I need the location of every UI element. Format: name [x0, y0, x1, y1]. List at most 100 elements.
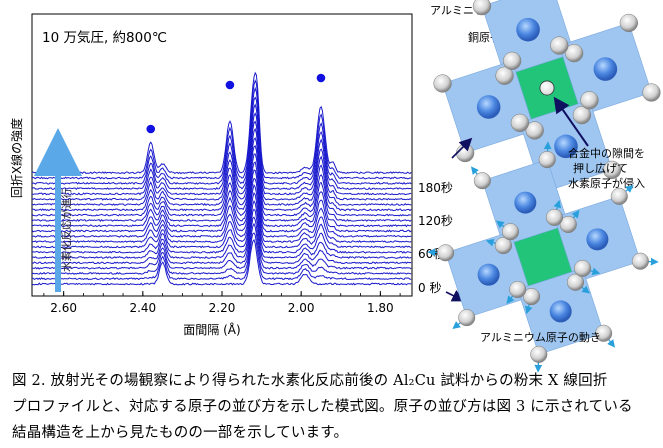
al-atom	[631, 252, 649, 270]
hydrogenated-structure-diagram: アルミニウム原子 銅原子 合金中の隙間を 押し広げて 水素原子が侵入	[430, 0, 661, 202]
time-label-120: 120秒	[418, 214, 453, 228]
al-atom	[572, 106, 591, 125]
al-atom	[642, 83, 661, 102]
cu-atom	[593, 57, 618, 81]
y-axis-label: 回折X線の強度	[9, 118, 24, 198]
profile-line-8	[31, 177, 412, 244]
al-atom	[494, 237, 512, 255]
al-atom	[523, 288, 541, 306]
new-peak-marker-0	[146, 124, 156, 134]
al-atom	[473, 172, 491, 190]
new-peak-marker-1	[225, 80, 235, 90]
new-peak-markers	[146, 73, 326, 134]
al-atom	[602, 160, 622, 179]
profile-line-20	[31, 79, 412, 180]
al-atom	[472, 0, 492, 16]
hydrogen-note-line2: 押し広げて	[573, 161, 628, 175]
arrow-to-hydrogenated	[451, 137, 473, 159]
al-atom	[525, 121, 544, 140]
al-atom	[550, 36, 569, 55]
plot-frame	[31, 13, 413, 297]
profile-line-5	[31, 200, 412, 259]
profile-line-10	[31, 161, 412, 233]
diffraction-profiles	[31, 71, 412, 286]
al-atom	[538, 151, 556, 169]
al-atom	[565, 44, 584, 63]
x-axis-ticks: 2.60 2.40 2.20 2.00 1.80	[43, 291, 401, 315]
al-atom	[433, 74, 452, 93]
al-motion-arrow	[485, 238, 497, 247]
profile-line-3	[31, 216, 412, 270]
al-atom	[530, 345, 548, 363]
caption-line-1: 図 2. 放射光その場観察により得られた水素化反応前後の Al₂Cu 試料からの…	[12, 373, 608, 389]
al-motion-label: アルミニウム原子の動き	[480, 330, 601, 344]
x-tick-label-1: 2.40	[129, 301, 156, 315]
al-atom	[610, 187, 628, 205]
al-atom	[495, 66, 514, 85]
al-atom	[510, 113, 529, 132]
time-label-0: 0 秒	[418, 281, 441, 295]
profile-line-2	[31, 222, 412, 275]
x-tick-label-4: 1.80	[367, 301, 394, 315]
al-atom	[595, 324, 613, 342]
reaction-progress-label: 水素化反応が進行	[60, 188, 73, 272]
hydrogen-note-line3: 水素原子が侵入	[568, 176, 645, 190]
al-atom	[503, 51, 522, 70]
new-peak-marker-2	[316, 73, 326, 83]
al-motion-arrow	[524, 303, 533, 315]
cu-atom	[514, 191, 537, 214]
al-atom	[567, 273, 585, 291]
profile-line-15	[31, 120, 412, 207]
al-atom	[437, 244, 455, 262]
caption-line-3: 結晶構造を上から見たものの一部を示しています。	[12, 425, 349, 441]
al-atom	[574, 259, 592, 277]
al-atom	[456, 143, 475, 163]
al-motion-arrow	[553, 199, 562, 211]
time-label-180: 180秒	[418, 181, 453, 195]
al-motion-arrow	[624, 184, 634, 193]
al-motion-arrow	[470, 166, 479, 176]
profile-line-4	[31, 208, 412, 265]
cu-atom	[477, 263, 500, 286]
condition-label: 10 万気圧, 約800℃	[42, 30, 167, 46]
al-motion-arrow	[506, 294, 515, 304]
profile-line-17	[31, 103, 412, 196]
profile-line-18	[31, 96, 412, 191]
arrow-to-initial	[445, 289, 465, 302]
al-motion-arrow	[589, 267, 601, 276]
x-tick-label-2: 2.20	[209, 301, 236, 315]
hydrogen-pointer-arrow	[553, 96, 589, 147]
al-atom	[501, 223, 519, 241]
al-motion-arrow	[580, 285, 590, 294]
profile-line-9	[31, 169, 412, 238]
profile-line-7	[31, 183, 412, 249]
cu-atom	[554, 134, 578, 159]
x-tick-label-3: 2.00	[288, 301, 315, 315]
profile-line-13	[31, 137, 412, 217]
al-atom	[559, 215, 577, 233]
al-atom	[509, 281, 527, 299]
figure-caption: 図 2. 放射光その場観察により得られた水素化反応前後の Al₂Cu 試料からの…	[12, 368, 652, 446]
cu-atom	[586, 228, 609, 251]
x-tick-label-0: 2.60	[50, 301, 77, 315]
caption-line-2: プロファイルと、対応する原子の並び方を示した模式図。原子の並び方は図 3 に示さ…	[12, 399, 633, 415]
x-axis-label: 面間隔 (Å)	[183, 322, 240, 337]
profile-line-0	[31, 238, 412, 286]
al-atom	[545, 208, 563, 226]
cu-atom	[516, 17, 540, 42]
profile-line-12	[31, 145, 412, 223]
al-motion-arrow	[571, 210, 580, 220]
al-atom	[619, 13, 638, 33]
profile-line-1	[31, 232, 412, 281]
hydrogen-note-line1: 合金中の隙間を	[568, 146, 645, 160]
al-motion-arrow	[452, 321, 462, 330]
al-motion-arrow	[607, 338, 616, 348]
al-motion-arrow	[496, 220, 506, 229]
profile-line-6	[31, 192, 412, 254]
profile-line-14	[31, 127, 412, 212]
profile-line-21	[31, 71, 412, 175]
cu-atom	[476, 95, 501, 119]
al-atom	[458, 309, 476, 327]
profile-line-16	[31, 112, 412, 201]
al-motion-diagram: アルミニウム原子の動き	[427, 141, 659, 373]
